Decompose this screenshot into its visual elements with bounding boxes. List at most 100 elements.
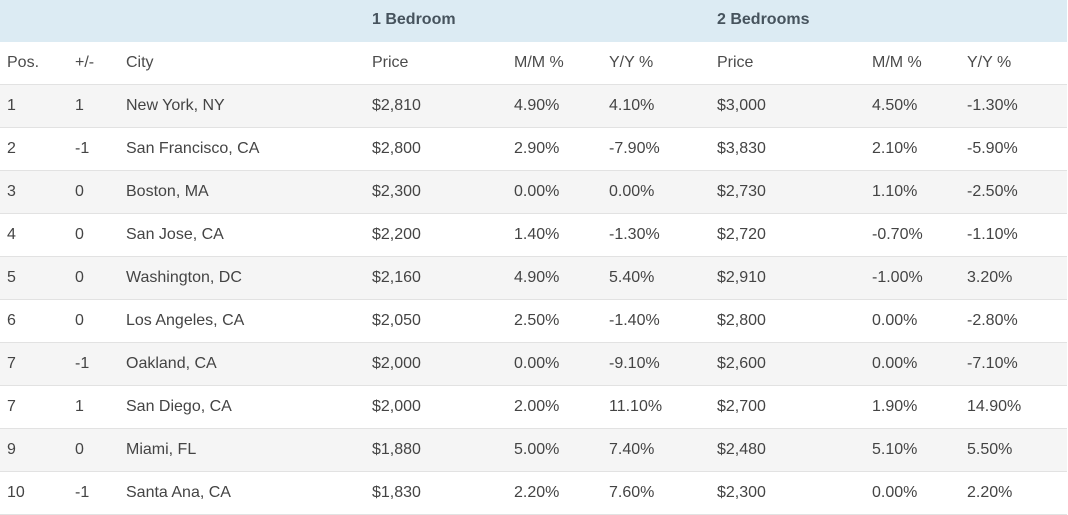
cell-1br-price: $2,200 bbox=[372, 226, 421, 243]
cell-2br-mm: 0.00% bbox=[872, 484, 918, 501]
cell-1br-price: $2,050 bbox=[372, 312, 421, 329]
cell-change: 0 bbox=[75, 226, 84, 243]
cell-pos: 10 bbox=[7, 484, 25, 501]
column-header-city[interactable]: City bbox=[126, 54, 154, 71]
cell-2br-yy: 14.90% bbox=[967, 398, 1022, 415]
table-row: 7 -1 Oakland, CA $2,000 0.00% -9.10% $2,… bbox=[0, 343, 1067, 386]
cell-1br-yy: 7.60% bbox=[609, 484, 655, 501]
cell-1br-price: $1,880 bbox=[372, 441, 421, 458]
cell-1br-mm: 0.00% bbox=[514, 183, 560, 200]
cell-1br-yy: 7.40% bbox=[609, 441, 655, 458]
cell-2br-price: $2,600 bbox=[717, 355, 766, 372]
cell-city: San Diego, CA bbox=[126, 398, 232, 415]
table-row: 9 0 Miami, FL $1,880 5.00% 7.40% $2,480 … bbox=[0, 429, 1067, 472]
cell-1br-mm: 2.50% bbox=[514, 312, 560, 329]
table-row: 4 0 San Jose, CA $2,200 1.40% -1.30% $2,… bbox=[0, 214, 1067, 257]
table-row: 1 1 New York, NY $2,810 4.90% 4.10% $3,0… bbox=[0, 85, 1067, 128]
cell-change: -1 bbox=[75, 355, 90, 372]
cell-pos: 9 bbox=[7, 441, 16, 458]
cell-1br-price: $2,160 bbox=[372, 269, 421, 286]
cell-1br-mm: 4.90% bbox=[514, 269, 560, 286]
cell-2br-mm: -0.70% bbox=[872, 226, 923, 243]
cell-1br-mm: 5.00% bbox=[514, 441, 560, 458]
group-header-2-bedrooms: 2 Bedrooms bbox=[717, 11, 810, 28]
cell-pos: 7 bbox=[7, 355, 16, 372]
cell-1br-yy: 0.00% bbox=[609, 183, 655, 200]
column-header-row: Pos. +/- City Price M/M % Y/Y % Price M/… bbox=[0, 42, 1067, 85]
cell-1br-yy: 4.10% bbox=[609, 97, 655, 114]
cell-1br-yy: 11.10% bbox=[609, 398, 663, 415]
cell-2br-yy: 5.50% bbox=[967, 441, 1013, 458]
column-header-2br-mm[interactable]: M/M % bbox=[872, 54, 922, 71]
cell-change: 1 bbox=[75, 97, 84, 114]
cell-1br-yy: -7.90% bbox=[609, 140, 660, 157]
column-header-pos[interactable]: Pos. bbox=[7, 54, 40, 71]
table-row: 10 -1 Santa Ana, CA $1,830 2.20% 7.60% $… bbox=[0, 472, 1067, 515]
column-header-2br-price[interactable]: Price bbox=[717, 54, 754, 71]
cell-pos: 1 bbox=[7, 97, 16, 114]
cell-1br-mm: 1.40% bbox=[514, 226, 560, 243]
column-header-2br-yy[interactable]: Y/Y % bbox=[967, 54, 1012, 71]
cell-2br-yy: -2.50% bbox=[967, 183, 1018, 200]
column-header-1br-yy[interactable]: Y/Y % bbox=[609, 54, 654, 71]
cell-2br-price: $2,910 bbox=[717, 269, 766, 286]
cell-city: Boston, MA bbox=[126, 183, 209, 200]
cell-city: San Jose, CA bbox=[126, 226, 224, 243]
cell-change: -1 bbox=[75, 140, 90, 157]
cell-2br-price: $2,480 bbox=[717, 441, 766, 458]
cell-1br-yy: 5.40% bbox=[609, 269, 655, 286]
cell-2br-price: $3,000 bbox=[717, 97, 766, 114]
cell-1br-mm: 2.00% bbox=[514, 398, 560, 415]
cell-2br-price: $2,700 bbox=[717, 398, 766, 415]
cell-city: Miami, FL bbox=[126, 441, 197, 458]
cell-2br-mm: -1.00% bbox=[872, 269, 923, 286]
group-header-1-bedroom: 1 Bedroom bbox=[372, 11, 456, 28]
table-row: 7 1 San Diego, CA $2,000 2.00% 11.10% $2… bbox=[0, 386, 1067, 429]
cell-change: 1 bbox=[75, 398, 84, 415]
cell-1br-mm: 2.90% bbox=[514, 140, 560, 157]
cell-2br-mm: 1.90% bbox=[872, 398, 918, 415]
cell-city: Los Angeles, CA bbox=[126, 312, 245, 329]
cell-city: New York, NY bbox=[126, 97, 225, 114]
cell-city: Oakland, CA bbox=[126, 355, 217, 372]
cell-2br-price: $3,830 bbox=[717, 140, 766, 157]
cell-1br-mm: 4.90% bbox=[514, 97, 560, 114]
cell-2br-price: $2,800 bbox=[717, 312, 766, 329]
cell-1br-mm: 2.20% bbox=[514, 484, 560, 501]
cell-2br-yy: 2.20% bbox=[967, 484, 1013, 501]
cell-1br-price: $2,300 bbox=[372, 183, 421, 200]
cell-pos: 6 bbox=[7, 312, 16, 329]
cell-2br-yy: -1.10% bbox=[967, 226, 1018, 243]
cell-city: Washington, DC bbox=[126, 269, 242, 286]
cell-city: San Francisco, CA bbox=[126, 140, 260, 157]
cell-2br-price: $2,720 bbox=[717, 226, 766, 243]
cell-change: 0 bbox=[75, 269, 84, 286]
cell-2br-price: $2,300 bbox=[717, 484, 766, 501]
cell-1br-price: $2,000 bbox=[372, 355, 421, 372]
cell-change: 0 bbox=[75, 312, 84, 329]
column-header-1br-price[interactable]: Price bbox=[372, 54, 409, 71]
cell-pos: 5 bbox=[7, 269, 16, 286]
cell-1br-yy: -1.40% bbox=[609, 312, 660, 329]
column-header-1br-mm[interactable]: M/M % bbox=[514, 54, 564, 71]
cell-1br-price: $1,830 bbox=[372, 484, 421, 501]
cell-city: Santa Ana, CA bbox=[126, 484, 231, 501]
cell-2br-mm: 4.50% bbox=[872, 97, 918, 114]
cell-1br-price: $2,800 bbox=[372, 140, 421, 157]
table-row: 3 0 Boston, MA $2,300 0.00% 0.00% $2,730… bbox=[0, 171, 1067, 214]
column-header-change[interactable]: +/- bbox=[75, 54, 95, 71]
cell-1br-mm: 0.00% bbox=[514, 355, 560, 372]
group-header-row: 1 Bedroom 2 Bedrooms bbox=[0, 0, 1067, 42]
cell-2br-mm: 0.00% bbox=[872, 355, 918, 372]
cell-pos: 2 bbox=[7, 140, 16, 157]
cell-2br-mm: 0.00% bbox=[872, 312, 918, 329]
cell-2br-yy: 3.20% bbox=[967, 269, 1013, 286]
cell-2br-price: $2,730 bbox=[717, 183, 766, 200]
cell-2br-mm: 2.10% bbox=[872, 140, 918, 157]
cell-2br-yy: -2.80% bbox=[967, 312, 1018, 329]
cell-2br-yy: -5.90% bbox=[967, 140, 1018, 157]
cell-1br-yy: -1.30% bbox=[609, 226, 660, 243]
cell-pos: 7 bbox=[7, 398, 16, 415]
cell-pos: 4 bbox=[7, 226, 16, 243]
table-row: 5 0 Washington, DC $2,160 4.90% 5.40% $2… bbox=[0, 257, 1067, 300]
